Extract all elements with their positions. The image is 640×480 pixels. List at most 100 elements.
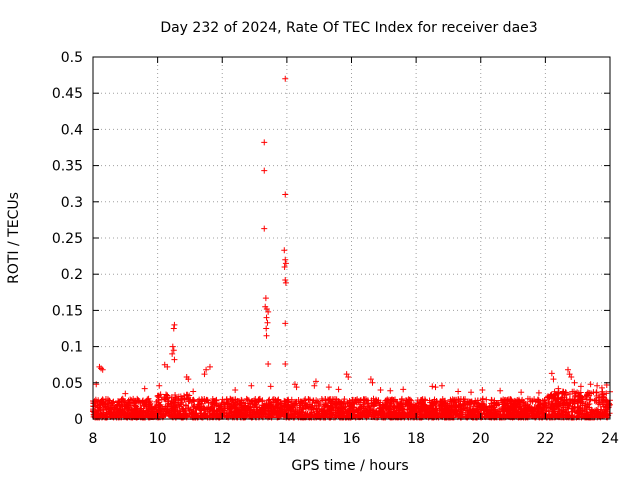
data-point [109, 399, 116, 406]
y-tick-label: 0.15 [52, 303, 83, 319]
data-point [559, 410, 566, 417]
data-point [256, 413, 263, 420]
data-point [574, 389, 581, 396]
data-point [190, 388, 197, 395]
data-point [329, 411, 336, 418]
data-point [598, 384, 605, 391]
x-tick-label: 12 [213, 431, 231, 447]
data-point [327, 402, 334, 409]
data-point [364, 404, 371, 411]
data-point [481, 403, 488, 410]
data-point [360, 396, 367, 403]
data-point [274, 414, 281, 421]
data-point [144, 407, 151, 414]
data-point [353, 406, 360, 413]
data-point [325, 397, 332, 404]
data-point [185, 405, 192, 412]
data-point [216, 414, 223, 421]
data-point [201, 405, 208, 412]
data-point [559, 388, 566, 395]
data-point [170, 399, 177, 406]
data-point [590, 389, 597, 396]
data-point [232, 387, 239, 394]
x-axis-label: GPS time / hours [291, 458, 408, 474]
data-point [139, 398, 146, 405]
data-point [355, 398, 362, 405]
data-point [255, 398, 262, 405]
data-point [191, 403, 198, 410]
data-point [242, 408, 249, 415]
data-point [266, 396, 273, 403]
data-point [427, 403, 434, 410]
data-point [409, 407, 416, 414]
data-point [398, 400, 405, 407]
data-point [516, 401, 523, 408]
data-point [264, 319, 271, 326]
data-point [322, 401, 329, 408]
data-point [312, 378, 319, 385]
y-tick-label: 0.3 [61, 195, 83, 211]
data-point [98, 412, 105, 419]
data-point [172, 394, 179, 401]
data-point [284, 397, 291, 404]
data-point [522, 400, 529, 407]
data-point [200, 404, 207, 411]
y-tick-label: 0 [74, 412, 83, 428]
data-point [175, 393, 182, 400]
data-point [420, 401, 427, 408]
data-point [141, 385, 148, 392]
data-point [244, 396, 251, 403]
data-point [164, 392, 171, 399]
data-point [597, 406, 604, 413]
data-point [373, 397, 380, 404]
data-point [449, 409, 456, 416]
data-point [236, 406, 243, 413]
data-point [210, 407, 217, 414]
data-point [528, 408, 535, 415]
data-point [187, 406, 194, 413]
data-point [234, 397, 241, 404]
data-point [329, 396, 336, 403]
data-point [267, 401, 274, 408]
data-point [170, 408, 177, 415]
data-point [282, 320, 289, 327]
data-point [169, 350, 176, 357]
data-point [379, 410, 386, 417]
data-point [182, 402, 189, 409]
data-point [556, 408, 563, 415]
data-point [111, 406, 118, 413]
data-point [171, 321, 178, 328]
data-point [163, 391, 170, 398]
data-point [571, 404, 578, 411]
data-point [298, 399, 305, 406]
data-point [554, 413, 561, 420]
data-point [555, 389, 562, 396]
data-point [172, 391, 179, 398]
data-point [470, 403, 477, 410]
data-point [550, 376, 557, 383]
data-point [126, 412, 133, 419]
data-point [228, 409, 235, 416]
data-point [421, 396, 428, 403]
data-point [210, 403, 217, 410]
data-point [383, 403, 390, 410]
data-point [398, 414, 405, 421]
data-point [368, 400, 375, 407]
data-point [524, 395, 531, 402]
x-tick-label: 16 [343, 431, 361, 447]
data-point [453, 407, 460, 414]
data-point [165, 398, 172, 405]
data-point [102, 403, 109, 410]
data-point [310, 406, 317, 413]
data-point [587, 396, 594, 403]
data-point [546, 394, 553, 401]
data-point [361, 399, 368, 406]
data-point [293, 398, 300, 405]
y-tick-label: 0.35 [52, 159, 83, 175]
data-point [540, 402, 547, 409]
data-point [509, 411, 516, 418]
data-point [275, 404, 282, 411]
data-point [554, 396, 561, 403]
data-point [487, 410, 494, 417]
